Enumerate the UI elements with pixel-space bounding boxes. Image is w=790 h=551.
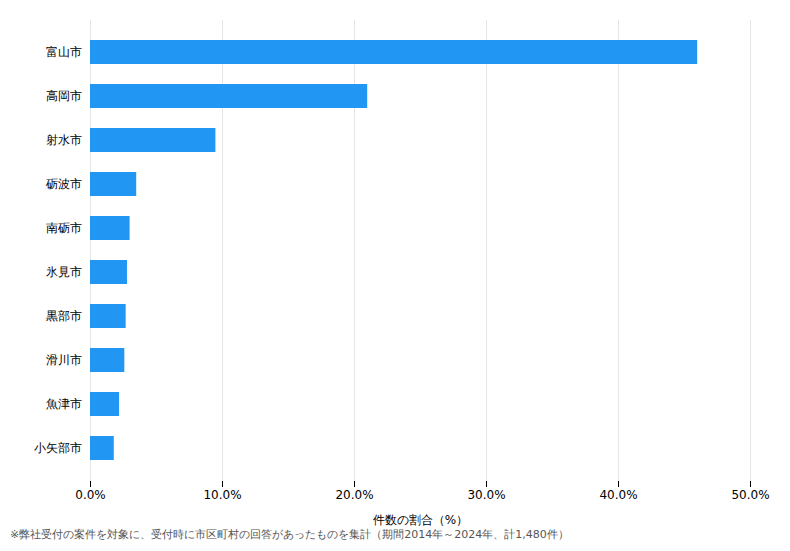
svg-text:50.0%: 50.0%: [731, 488, 769, 502]
svg-text:小矢部市: 小矢部市: [34, 441, 82, 455]
svg-text:20.0%: 20.0%: [335, 488, 373, 502]
svg-text:30.0%: 30.0%: [467, 488, 505, 502]
svg-text:南砺市: 南砺市: [46, 221, 82, 235]
svg-text:滑川市: 滑川市: [46, 353, 82, 367]
svg-text:黒部市: 黒部市: [46, 309, 82, 323]
svg-text:高岡市: 高岡市: [46, 89, 82, 103]
svg-text:0.0%: 0.0%: [75, 488, 106, 502]
svg-text:氷見市: 氷見市: [46, 265, 82, 279]
svg-text:砺波市: 砺波市: [45, 177, 82, 191]
svg-text:射水市: 射水市: [46, 133, 82, 147]
svg-text:富山市: 富山市: [46, 45, 82, 59]
html-text:※弊社受付の案件を対象に、受付時に市区町村の回答があったもの: ※弊社受付の案件を対象に、受付時に市区町村の回答があったものを集計（期間2014…: [10, 528, 569, 541]
svg-text:10.0%: 10.0%: [203, 488, 241, 502]
svg-text:件数の割合（%）: 件数の割合（%）: [373, 513, 468, 527]
svg-text:魚津市: 魚津市: [46, 397, 82, 411]
svg-text:40.0%: 40.0%: [599, 488, 637, 502]
